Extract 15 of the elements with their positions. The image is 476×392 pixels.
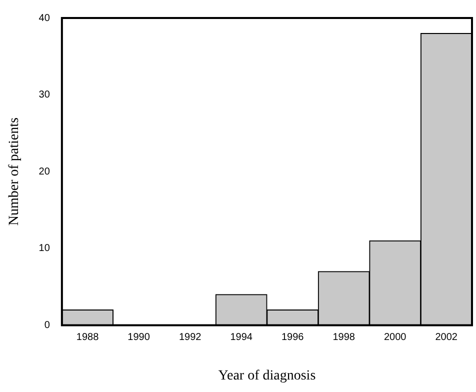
y-axis-title: Number of patients xyxy=(7,118,22,226)
y-tick-label: 0 xyxy=(44,320,50,331)
x-tick-label: 1996 xyxy=(281,332,304,343)
x-tick-label: 1988 xyxy=(76,332,100,343)
x-tick-label: 2000 xyxy=(384,332,407,343)
x-tick-label: 1994 xyxy=(230,332,253,343)
x-tick-label: 1990 xyxy=(128,332,150,343)
x-tick-label: 1998 xyxy=(332,332,356,343)
y-tick-label: 30 xyxy=(38,90,50,101)
x-tick-label: 2002 xyxy=(435,332,458,343)
y-tick-label: 20 xyxy=(38,166,50,178)
x-tick-label: 1992 xyxy=(178,332,202,343)
y-tick-label: 40 xyxy=(38,12,50,24)
x-axis-title: Year of diagnosis xyxy=(218,368,316,384)
y-tick-label: 10 xyxy=(38,243,50,254)
